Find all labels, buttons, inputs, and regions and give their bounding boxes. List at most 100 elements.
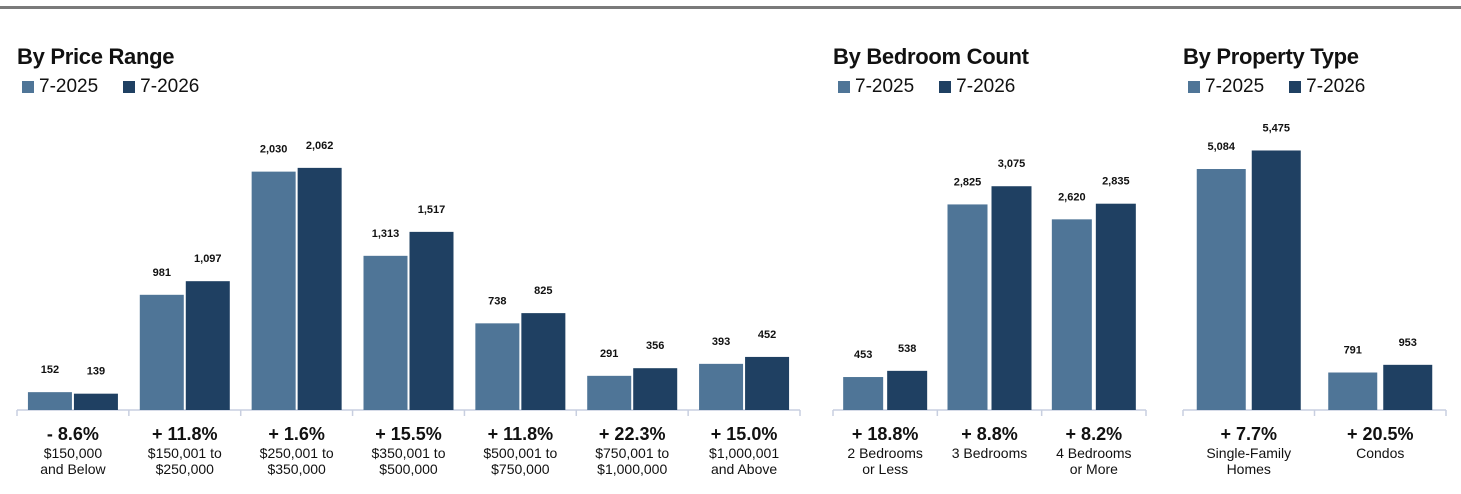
data-label-2026: 825 [534, 285, 552, 297]
category-label: or Less [862, 461, 908, 477]
bar-2026 [1383, 364, 1433, 410]
legend-item-2025: 7-2025 [1188, 76, 1264, 98]
legend-swatch-2026 [123, 81, 136, 93]
percent-change-label: - 8.6% [47, 424, 99, 444]
percent-change-label: + 20.5% [1347, 424, 1414, 444]
bar-2026 [521, 313, 566, 410]
percent-change-label: + 11.8% [152, 424, 218, 444]
bar-2025 [139, 294, 184, 410]
legend-item-2026: 7-2026 [1289, 76, 1365, 98]
category-label: and Below [40, 461, 106, 477]
data-label-2025: 2,825 [954, 176, 982, 188]
bar-2026 [887, 370, 928, 410]
top-rule [0, 6, 1461, 9]
category-label: Homes [1227, 461, 1271, 477]
category-label: $150,000 [44, 445, 103, 461]
category-label: $750,001 to [595, 445, 669, 461]
legend: 7-2025 7-2026 [22, 76, 224, 98]
data-label-2026: 356 [646, 340, 664, 352]
legend-label-2026: 7-2026 [1306, 76, 1366, 97]
category-label: $1,000,000 [597, 461, 667, 477]
bar-2025 [699, 363, 744, 410]
percent-change-label: + 15.5% [375, 424, 442, 444]
bar-2026 [745, 356, 790, 410]
legend-item-2026: 7-2026 [939, 76, 1015, 98]
data-label-2026: 139 [87, 366, 105, 378]
data-label-2025: 738 [488, 295, 506, 307]
bar-2026 [297, 167, 342, 410]
legend-item-2026: 7-2026 [123, 76, 199, 98]
data-label-2025: 393 [712, 336, 730, 348]
data-label-2025: 791 [1344, 345, 1362, 357]
category-label: $350,001 to [372, 445, 446, 461]
category-label: $500,001 to [483, 445, 557, 461]
percent-change-label: + 22.3% [599, 424, 666, 444]
data-label-2025: 2,030 [260, 144, 288, 156]
panel-title: By Price Range [17, 44, 175, 69]
legend-swatch-2025 [1188, 81, 1200, 93]
data-label-2026: 3,075 [998, 158, 1026, 170]
data-label-2025: 453 [854, 349, 872, 361]
bar-2026 [409, 231, 454, 410]
category-label: $1,000,001 [709, 445, 779, 461]
bar-2026 [73, 393, 118, 410]
legend-swatch-2025 [838, 81, 850, 93]
bar-2026 [633, 368, 678, 410]
bar-2025 [251, 171, 296, 410]
category-label: $350,000 [267, 461, 326, 477]
category-label: or More [1070, 461, 1118, 477]
bar-2026 [991, 186, 1032, 410]
legend-swatch-2026 [1289, 81, 1302, 93]
data-label-2026: 2,062 [306, 140, 334, 152]
data-label-2026: 953 [1399, 337, 1417, 349]
data-label-2025: 1,313 [372, 228, 400, 240]
legend-item-2025: 7-2025 [22, 76, 98, 98]
legend-item-2025: 7-2025 [838, 76, 914, 98]
legend: 7-2025 7-2026 [838, 76, 1040, 98]
panel-price-range: By Price Range 7-2025 7-2026 [17, 44, 224, 98]
bar-2025 [1051, 219, 1092, 410]
legend-label-2025: 7-2025 [855, 76, 915, 97]
category-label: $250,000 [156, 461, 215, 477]
category-label: 4 Bedrooms [1056, 445, 1131, 461]
category-label: Condos [1356, 445, 1404, 461]
data-label-2025: 152 [41, 364, 59, 376]
percent-change-label: + 15.0% [711, 424, 778, 444]
bar-2025 [587, 375, 632, 410]
data-label-2025: 5,084 [1207, 141, 1235, 153]
data-label-2026: 2,835 [1102, 176, 1130, 188]
category-label: Single-Family [1206, 445, 1291, 461]
percent-change-label: + 8.2% [1066, 424, 1123, 444]
bar-2025 [27, 392, 72, 410]
bar-2025 [843, 377, 884, 410]
bar-2026 [1251, 150, 1301, 411]
bar-2026 [1095, 203, 1136, 410]
category-label: $500,000 [379, 461, 438, 477]
bar-2025 [363, 255, 408, 410]
percent-change-label: + 7.7% [1220, 424, 1277, 444]
legend-swatch-2025 [22, 81, 34, 93]
percent-change-label: + 11.8% [488, 424, 554, 444]
bar-2025 [475, 323, 520, 410]
category-label: $150,001 to [148, 445, 222, 461]
data-label-2025: 2,620 [1058, 191, 1086, 203]
legend: 7-2025 7-2026 [1188, 76, 1390, 98]
legend-label-2025: 7-2025 [1205, 76, 1265, 97]
percent-change-label: + 1.6% [268, 424, 325, 444]
data-label-2026: 452 [758, 329, 776, 341]
data-label-2025: 981 [153, 267, 171, 279]
data-label-2026: 1,517 [418, 204, 446, 216]
legend-label-2026: 7-2026 [956, 76, 1016, 97]
data-label-2026: 5,475 [1262, 122, 1290, 134]
bar-2025 [1328, 372, 1378, 410]
category-label: $250,001 to [260, 445, 334, 461]
data-label-2026: 1,097 [194, 253, 222, 265]
percent-change-label: + 18.8% [852, 424, 919, 444]
category-label: $750,000 [491, 461, 550, 477]
data-label-2025: 291 [600, 348, 618, 360]
